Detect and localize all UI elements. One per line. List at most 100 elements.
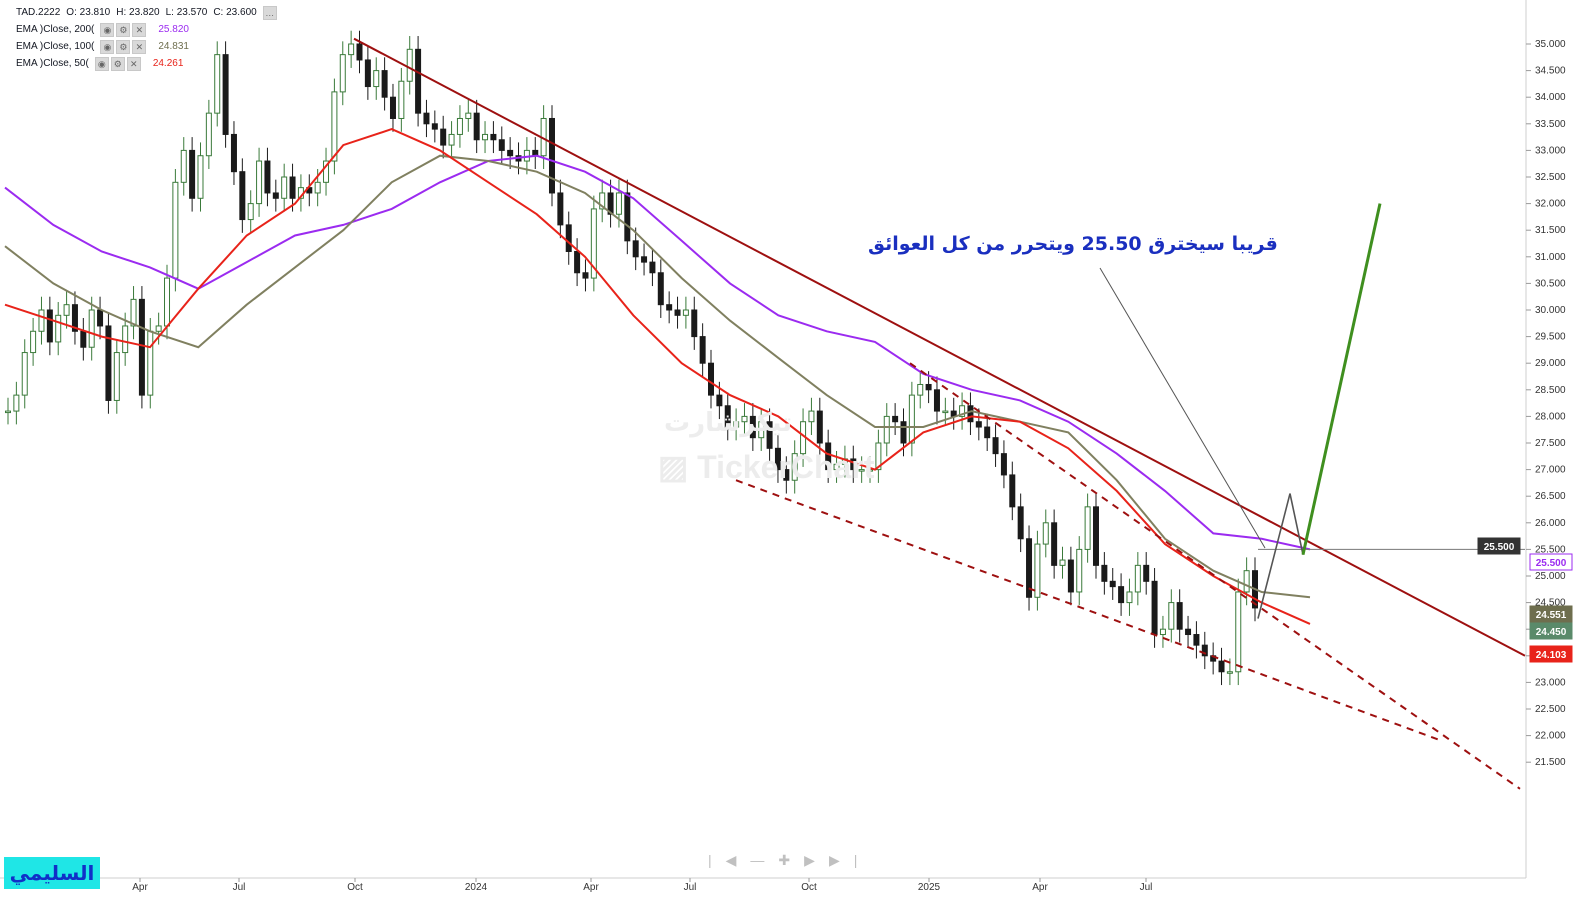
candle-body: [1168, 602, 1175, 630]
candle-body: [691, 309, 698, 338]
zoom-out-icon[interactable]: —: [750, 852, 779, 868]
candle-body: [741, 415, 748, 423]
trendline-lower: [735, 479, 1443, 742]
next-icon[interactable]: ▶: [804, 852, 829, 868]
candle-body: [130, 298, 137, 327]
candle-body: [1134, 564, 1141, 593]
candle-body: [473, 112, 480, 141]
price-label-box: [1529, 605, 1573, 623]
close-icon[interactable]: ✕: [132, 22, 147, 37]
candle-body: [984, 426, 991, 439]
candle-body: [1109, 580, 1116, 588]
candle-body: [46, 309, 53, 343]
price-label-box: [1529, 622, 1573, 640]
candle-body: [222, 54, 229, 135]
zoom-in-icon[interactable]: ✚: [778, 852, 805, 868]
close-icon[interactable]: ✕: [132, 39, 147, 54]
candle-body: [440, 128, 447, 146]
y-tick-label: 28.500: [1535, 385, 1566, 396]
candle-body: [147, 330, 154, 396]
y-tick-label: 31.000: [1535, 252, 1566, 263]
candle-body: [724, 405, 731, 428]
eye-icon[interactable]: ◉: [100, 39, 115, 54]
author-logo: السليمي: [4, 857, 100, 889]
prev-icon[interactable]: ◀: [725, 852, 751, 868]
candle-body: [1226, 671, 1233, 674]
candle-body: [264, 160, 271, 194]
y-tick-label: 29.000: [1535, 358, 1566, 369]
candle-body: [590, 208, 597, 279]
candle-body: [1051, 522, 1058, 566]
gear-icon[interactable]: ⚙: [116, 39, 131, 54]
y-tick-label: 24.500: [1535, 598, 1566, 609]
candle-body: [766, 421, 773, 449]
price-label: 24.450: [1536, 627, 1567, 638]
candle-body: [247, 203, 254, 221]
x-tick-label: Apr: [583, 882, 599, 893]
candle-body: [389, 96, 396, 119]
candle-body: [557, 192, 564, 226]
legend-ema200-label: EMA )Close, 200(: [16, 24, 95, 35]
price-label: 25.500: [1536, 558, 1567, 569]
candle-body: [431, 123, 438, 130]
candle-body: [749, 415, 756, 439]
close-icon[interactable]: ✕: [126, 56, 141, 71]
candle-body: [716, 394, 723, 407]
candle-body: [122, 325, 129, 354]
candle-body: [1067, 559, 1074, 593]
candle-body: [88, 309, 95, 348]
candle-body: [197, 155, 204, 199]
candle-body: [373, 70, 380, 88]
candle-body: [1201, 644, 1208, 657]
gear-icon[interactable]: ⚙: [116, 22, 131, 37]
legend-high-label: H:: [116, 7, 127, 18]
candle-body: [239, 171, 246, 221]
price-label: 25.500: [1484, 542, 1515, 553]
y-tick-label: 25.500: [1535, 544, 1566, 555]
candle-body: [1009, 474, 1016, 508]
candle-body: [900, 421, 907, 444]
candle-body: [164, 277, 171, 327]
y-tick-label: 30.500: [1535, 278, 1566, 289]
legend-ema100-label: EMA )Close, 100(: [16, 41, 95, 52]
annotation-pointer: [1099, 267, 1266, 549]
candle-body: [641, 256, 648, 263]
candle-body: [448, 133, 455, 146]
candle-body: [1017, 506, 1024, 540]
candle-body: [925, 383, 932, 391]
candle-body: [205, 112, 212, 157]
candle-body: [908, 394, 915, 444]
eye-icon[interactable]: ◉: [100, 22, 115, 37]
ema100-line: [4, 154, 1311, 599]
y-tick-label: 22.500: [1535, 704, 1566, 715]
candle-body: [825, 442, 832, 471]
separator-icon: |: [708, 852, 726, 868]
x-tick-label: Apr: [1032, 882, 1048, 893]
candle-body: [314, 181, 321, 194]
y-tick-label: 29.500: [1535, 332, 1566, 343]
candle-body: [1218, 660, 1225, 673]
watermark-arabic: تيكرشارت: [664, 408, 793, 438]
x-tick-label: Apr: [132, 882, 148, 893]
candle-body: [465, 112, 472, 119]
candle-body: [13, 394, 20, 412]
legend-close: 23.600: [226, 7, 257, 18]
y-tick-label: 32.500: [1535, 172, 1566, 183]
candle-body: [256, 160, 263, 205]
legend-ohlc-row: TAD.2222 O: 23.810 H: 23.820 L: 23.570 C…: [16, 4, 279, 21]
gear-icon[interactable]: ⚙: [110, 56, 125, 71]
projection-zigzag: [1257, 493, 1304, 619]
more-icon[interactable]: …: [262, 5, 277, 20]
candle-body: [666, 304, 673, 311]
legend-symbol: TAD.2222: [16, 7, 61, 18]
candle-body: [867, 469, 874, 472]
y-tick-label: 25.000: [1535, 571, 1566, 582]
legend-low-label: L:: [165, 7, 174, 18]
candle-body: [498, 139, 505, 151]
eye-icon[interactable]: ◉: [94, 56, 109, 71]
y-tick-label: 26.500: [1535, 491, 1566, 502]
candle-body: [1076, 548, 1083, 593]
y-tick-label: 33.500: [1535, 119, 1566, 130]
end-icon[interactable]: ▶|: [828, 852, 872, 868]
